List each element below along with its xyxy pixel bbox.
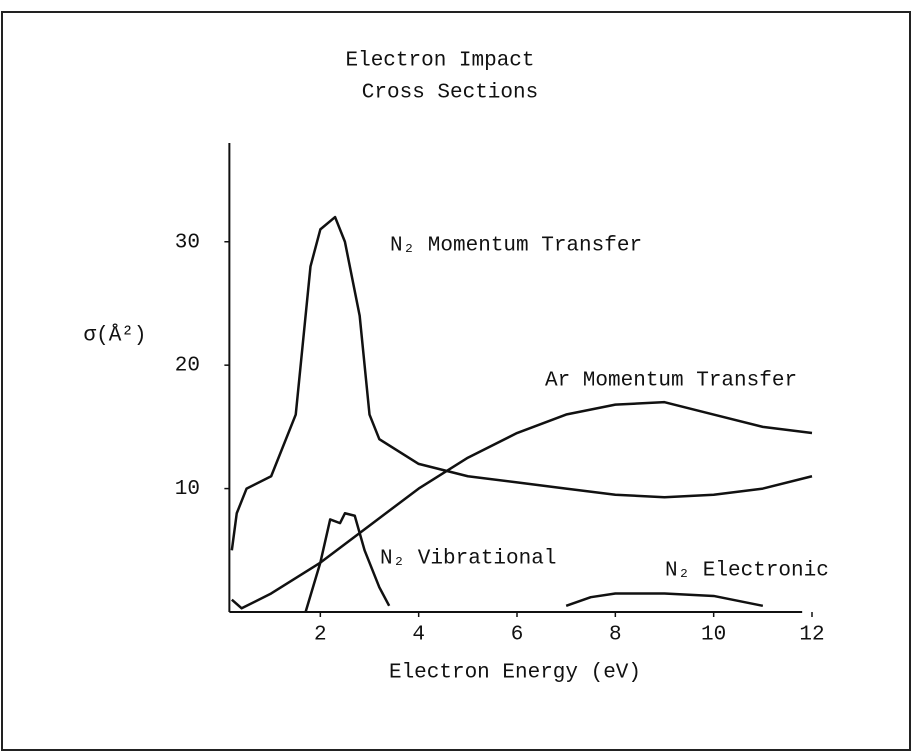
series-label: N₂ Momentum Transfer xyxy=(390,235,642,258)
line xyxy=(565,592,764,608)
x-tick-label: 8 xyxy=(609,624,622,647)
x-tick-label: 6 xyxy=(511,624,524,647)
series-label: Ar Momentum Transfer xyxy=(545,370,797,393)
x-tick-label: 10 xyxy=(701,624,726,647)
chart-title: Cross Sections xyxy=(362,82,538,105)
x-tick-label: 12 xyxy=(799,624,824,647)
frame xyxy=(1,11,911,751)
series-label: N₂ Vibrational xyxy=(380,548,556,571)
y-axis-label: σ(Å²) xyxy=(83,325,146,348)
line xyxy=(231,400,813,610)
y-tick-label: 10 xyxy=(175,478,200,501)
line xyxy=(230,215,813,551)
y-tick-label: 30 xyxy=(175,231,200,254)
x-tick-label: 4 xyxy=(412,624,425,647)
line xyxy=(304,512,391,613)
series-label: N₂ Electronic xyxy=(665,560,829,583)
y-tick-label: 20 xyxy=(175,355,200,378)
x-tick-label: 2 xyxy=(314,624,327,647)
chart-title: Electron Impact xyxy=(345,50,534,73)
x-axis-label: Electron Energy (eV) xyxy=(389,662,641,685)
